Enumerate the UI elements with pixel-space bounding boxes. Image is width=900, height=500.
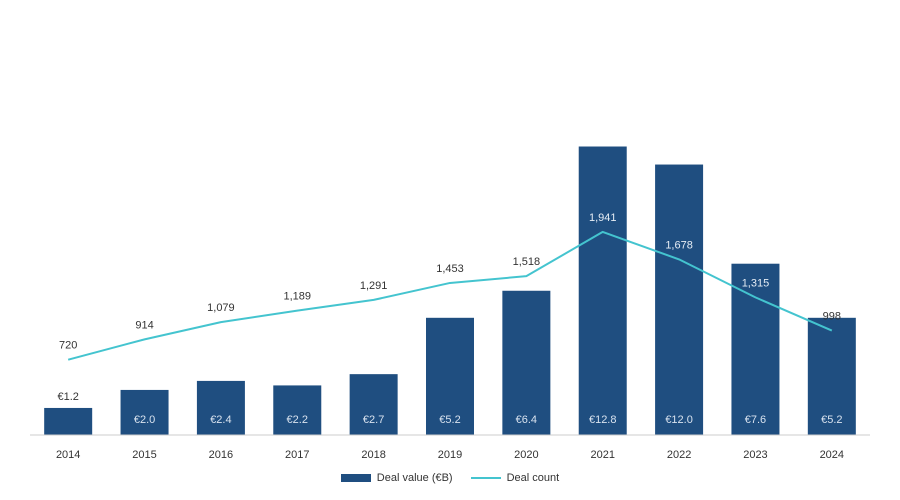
legend-item-deal-value: Deal value (€B)	[340, 472, 453, 484]
x-tick-label-2019: 2019	[438, 449, 462, 461]
bar-2023	[731, 263, 780, 435]
bar-value-label-2019: €5.2	[439, 414, 460, 426]
x-tick-label-2021: 2021	[590, 449, 614, 461]
bar-value-label-2014: €1.2	[57, 391, 78, 403]
labels-group: €1.2 2014 €2.0 2015 €2.4 2016 €2.2 2017 €2.7 2018…	[56, 212, 844, 461]
x-tick-label-2014: 2014	[56, 449, 80, 461]
bar-2014	[44, 407, 93, 435]
legend-item-deal-count: Deal count	[470, 472, 560, 484]
bar-2016	[196, 380, 245, 435]
bar-value-label-2015: €2.0	[134, 414, 155, 426]
x-tick-label-2022: 2022	[667, 449, 691, 461]
x-tick-label-2020: 2020	[514, 449, 538, 461]
legend: Deal value (€B) Deal count	[0, 472, 900, 484]
x-tick-label-2015: 2015	[132, 449, 156, 461]
count-label-2014: 720	[59, 340, 77, 352]
count-label-2015: 914	[135, 319, 153, 331]
bar-value-label-2024: €5.2	[821, 414, 842, 426]
x-tick-label-2023: 2023	[743, 449, 767, 461]
bar-value-label-2017: €2.2	[287, 414, 308, 426]
count-label-2019: 1,453	[436, 263, 464, 275]
bar-2017	[273, 385, 322, 435]
legend-label-deal-value: Deal value (€B)	[376, 472, 453, 484]
x-tick-label-2016: 2016	[209, 449, 233, 461]
deal-count-line	[67, 230, 833, 361]
count-label-2024: 998	[823, 311, 841, 323]
count-label-2016: 1,079	[207, 302, 235, 314]
bar-2018	[349, 374, 398, 435]
count-label-2021: 1,941	[589, 212, 617, 224]
bar-value-label-2023: €7.6	[745, 414, 766, 426]
x-tick-label-2024: 2024	[820, 449, 844, 461]
bar-2015	[120, 389, 169, 435]
x-tick-label-2017: 2017	[285, 449, 309, 461]
bar-value-label-2020: €6.4	[516, 414, 537, 426]
count-label-2022: 1,678	[665, 239, 693, 251]
count-label-2023: 1,315	[742, 277, 770, 289]
deal-count-line-group	[67, 230, 833, 361]
bars-group	[44, 146, 856, 436]
bar-2022	[655, 164, 704, 436]
bar-2021	[578, 146, 627, 435]
x-tick-label-2018: 2018	[361, 449, 385, 461]
bar-value-label-2021: €12.8	[589, 414, 617, 426]
count-label-2020: 1,518	[513, 256, 541, 268]
count-label-2017: 1,189	[284, 291, 312, 303]
legend-swatch-deal-value	[340, 474, 371, 482]
bar-2019	[426, 317, 474, 435]
bar-value-label-2016: €2.4	[210, 414, 231, 426]
bar-value-label-2018: €2.7	[363, 414, 384, 426]
legend-label-deal-count: Deal count	[506, 472, 560, 484]
bar-2024	[807, 317, 856, 435]
legend-swatch-deal-count	[470, 477, 501, 479]
count-label-2018: 1,291	[360, 280, 388, 292]
bar-2020	[502, 290, 551, 435]
bar-value-label-2022: €12.0	[665, 414, 693, 426]
